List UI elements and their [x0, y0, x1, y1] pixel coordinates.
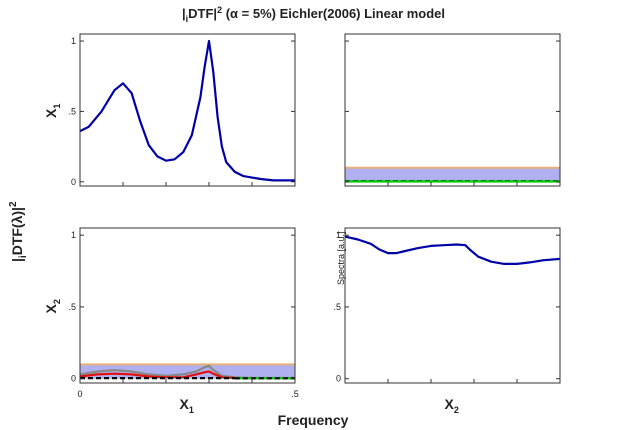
figure-title: |iDTF|2 (α = 5%) Eichler(2006) Linear mo… [182, 5, 445, 24]
y-tick-label: 0 [336, 374, 341, 384]
series-line-1 [79, 370, 235, 380]
panel-p21: 0 .5 1 0 .5 X2 X1 [43, 227, 299, 415]
col-label: X1 [180, 396, 194, 415]
y-tick-label: 1 [71, 36, 76, 46]
series-line-0 [344, 235, 561, 265]
y-tick-label: 1 [336, 230, 341, 240]
panel-p22: 0 .5 1 X2 [333, 227, 561, 415]
col-label: X2 [445, 396, 459, 415]
axes-frame [79, 227, 296, 384]
spectra-label: Spectra [a.u.] [336, 231, 346, 285]
panels: 0 .5 1 X1 0 .5 1 0 .5 X2 X1 0 .5 1 X2 [43, 33, 561, 415]
figure-ylabel: |iDTF(λ)|2 [8, 201, 29, 262]
axes-frame [344, 227, 561, 384]
y-tick-label: 1 [71, 230, 76, 240]
axes-frame [344, 33, 561, 187]
y-tick-label: 0 [71, 177, 76, 187]
significance-band [345, 167, 560, 182]
figure-xlabel: Frequency [278, 412, 349, 428]
row-label: X1 [43, 104, 62, 118]
y-tick-label: .5 [333, 302, 341, 312]
y-tick-label: .5 [68, 302, 76, 312]
panel-p12 [344, 33, 561, 187]
y-tick-label: .5 [68, 106, 76, 116]
axes-frame [79, 33, 296, 187]
series-line-0 [79, 39, 295, 182]
x-tick-label: 0 [77, 389, 82, 399]
y-tick-label: 0 [71, 374, 76, 384]
row-label: X2 [43, 299, 62, 313]
x-tick-label: .5 [291, 389, 299, 399]
panel-p11: 0 .5 1 X1 [43, 33, 296, 187]
